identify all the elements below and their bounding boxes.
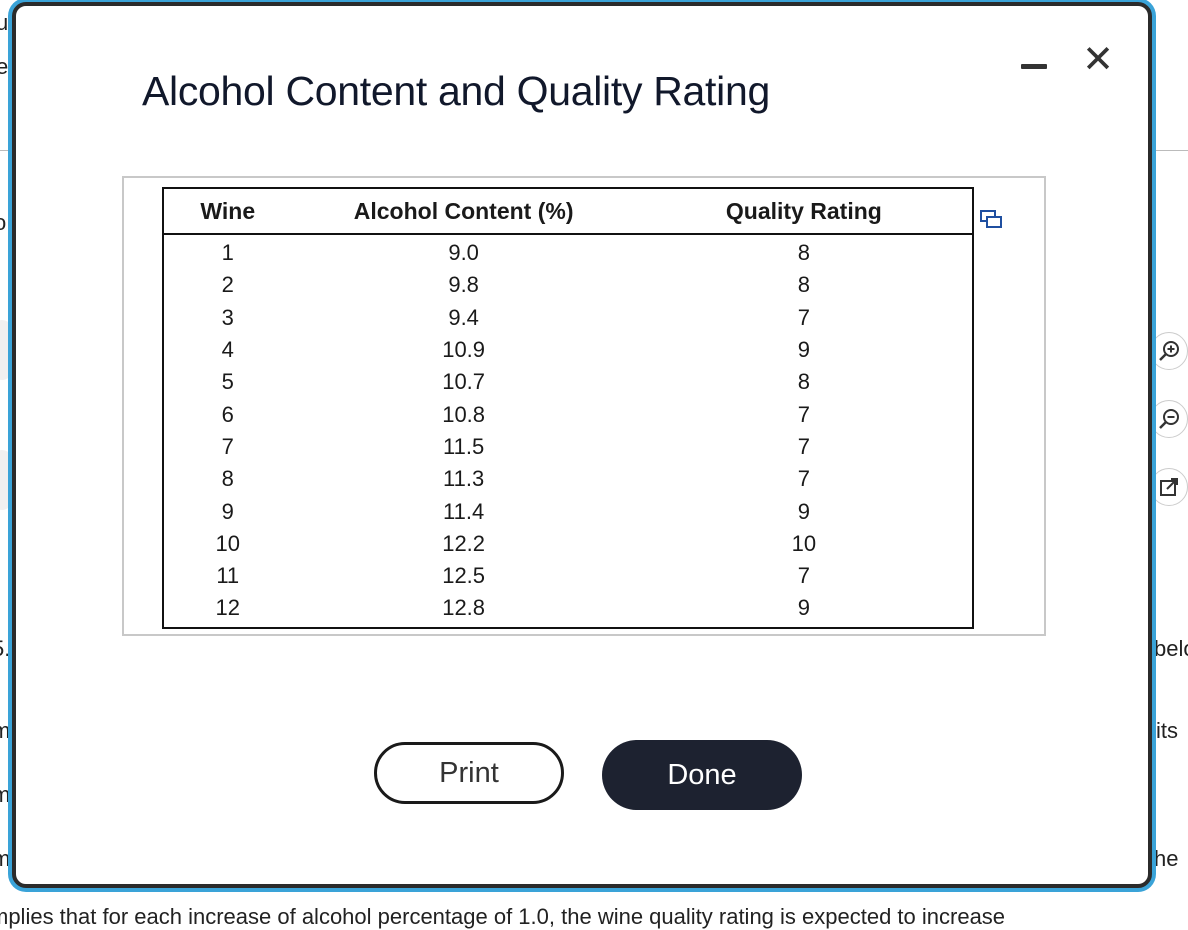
bg-text-fragment: m (0, 782, 11, 807)
bg-text-fragment: m (0, 718, 11, 743)
copy-icon (980, 210, 1002, 228)
bg-text-fragment: he (1154, 846, 1179, 871)
alcohol-cell: 12.2 (442, 530, 486, 556)
quality-cell: 7 (797, 304, 810, 330)
alcohol-cell: 12.5 (442, 563, 486, 589)
table-row: 10 12.2 10 (163, 528, 973, 560)
bg-text-fragment: belo (1154, 636, 1188, 661)
alcohol-cell: 11.4 (443, 498, 485, 524)
table-row: 1 9.0 8 (163, 234, 973, 269)
table-frame: Wine Alcohol Content (%) Quality Rating … (122, 176, 1046, 636)
wine-cell: 11 (216, 563, 240, 589)
dialog-title: Alcohol Content and Quality Rating (142, 68, 770, 114)
column-header-wine: Wine (163, 188, 292, 235)
bg-text-fragment: 5. (0, 636, 11, 661)
alcohol-cell: 10.7 (442, 369, 486, 395)
bg-control (0, 320, 12, 380)
bg-divider (0, 150, 12, 151)
bg-text-fragment: mplies that for each increase of alcohol… (0, 904, 1006, 929)
table-row: 6 10.8 7 (163, 398, 973, 430)
minimize-icon (1021, 63, 1047, 69)
alcohol-cell: 9.8 (448, 272, 479, 298)
alcohol-cell: 9.4 (448, 304, 479, 330)
quality-cell: 8 (797, 369, 810, 395)
quality-cell: 8 (797, 240, 810, 266)
quality-cell: 9 (797, 498, 810, 524)
done-button[interactable]: Done (602, 740, 802, 810)
minimize-button[interactable] (1016, 54, 1052, 78)
wine-cell: 10 (215, 530, 240, 556)
alcohol-cell: 10.9 (442, 337, 486, 363)
zoom-out-icon (1159, 409, 1179, 429)
expand-button[interactable] (1150, 468, 1188, 506)
table-row: 2 9.8 8 (163, 269, 973, 301)
zoom-in-icon (1159, 341, 1179, 361)
wine-cell: 9 (221, 498, 234, 524)
table-row: 11 12.5 7 (163, 560, 973, 592)
data-table: Wine Alcohol Content (%) Quality Rating … (162, 187, 974, 629)
quality-cell: 9 (797, 595, 810, 621)
wine-cell: 12 (215, 595, 240, 621)
copy-table-button[interactable] (978, 206, 1004, 232)
bg-divider (1152, 150, 1188, 151)
bg-control (0, 450, 12, 510)
close-icon: ✕ (1082, 39, 1114, 81)
alcohol-cell: 12.8 (442, 595, 486, 621)
table-row: 8 11.3 7 (163, 463, 973, 495)
print-button[interactable]: Print (374, 742, 564, 804)
alcohol-cell: 10.8 (442, 401, 486, 427)
table-row: 9 11.4 9 (163, 495, 973, 527)
table-row: 4 10.9 9 (163, 334, 973, 366)
quality-cell: 9 (797, 337, 810, 363)
zoom-in-button[interactable] (1150, 332, 1188, 370)
table-row: 3 9.4 7 (163, 302, 973, 334)
wine-cell: 2 (221, 272, 234, 298)
wine-cell: 3 (221, 304, 234, 330)
wine-cell: 8 (221, 466, 234, 492)
quality-cell: 8 (797, 272, 810, 298)
expand-icon (1160, 478, 1178, 496)
alcohol-cell: 11.5 (443, 433, 485, 459)
table-row: 5 10.7 8 (163, 366, 973, 398)
quality-cell: 7 (797, 433, 810, 459)
quality-cell: 7 (797, 401, 810, 427)
bg-text-fragment: m (0, 846, 11, 871)
wine-cell: 6 (221, 401, 234, 427)
table-row: 12 12.8 9 (163, 592, 973, 627)
quality-cell: 7 (797, 466, 810, 492)
wine-cell: 1 (221, 240, 234, 266)
wine-cell: 7 (221, 433, 234, 459)
quality-cell: 7 (797, 563, 810, 589)
table-row: 7 11.5 7 (163, 431, 973, 463)
column-header-quality: Quality Rating (635, 188, 973, 235)
alcohol-cell: 9.0 (448, 240, 479, 266)
bg-text-fragment: o (0, 210, 7, 235)
wine-cell: 4 (221, 337, 234, 363)
close-button[interactable]: ✕ (1078, 40, 1118, 80)
data-table-dialog: Alcohol Content and Quality Rating ✕ Win… (12, 2, 1152, 888)
alcohol-cell: 11.3 (443, 466, 485, 492)
column-header-alcohol: Alcohol Content (%) (291, 188, 636, 235)
zoom-out-button[interactable] (1150, 400, 1188, 438)
table-header-row: Wine Alcohol Content (%) Quality Rating (163, 188, 973, 235)
quality-cell: 10 (791, 530, 817, 556)
bg-text-fragment: its (1156, 718, 1178, 743)
wine-cell: 5 (221, 369, 234, 395)
